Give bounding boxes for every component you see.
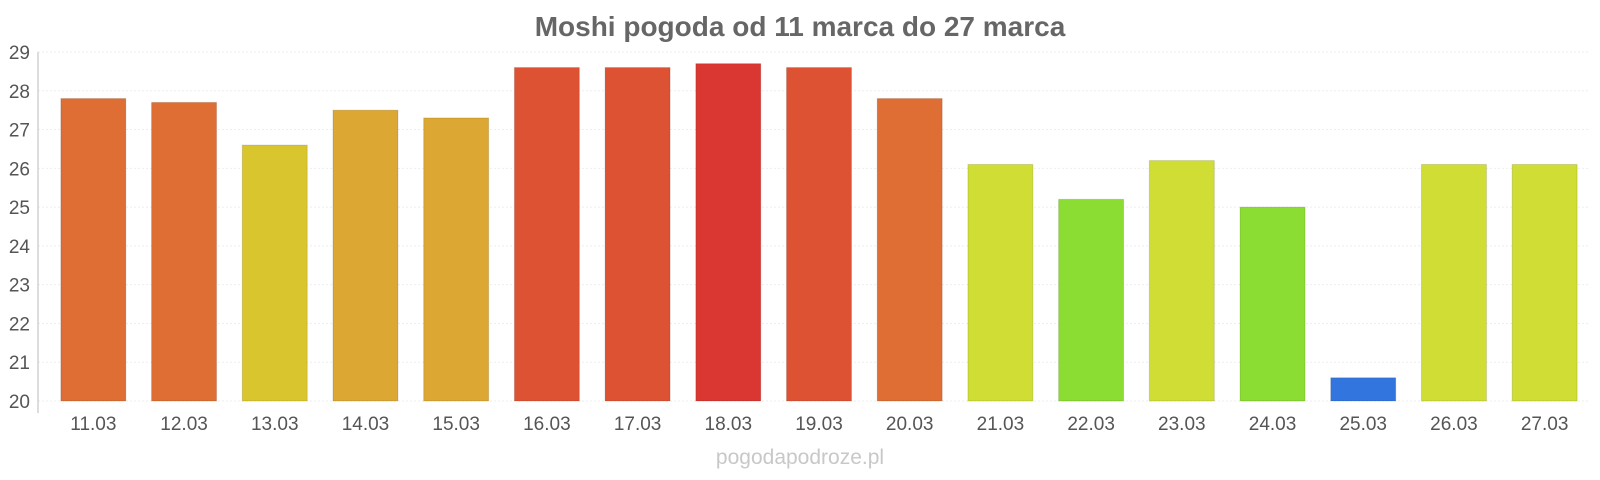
bar-11.03 [60, 98, 127, 402]
x-tick-label: 22.03 [1067, 414, 1115, 435]
bar-24.03 [1239, 206, 1306, 402]
y-tick-label: 20 [9, 392, 30, 413]
y-tick-label: 29 [9, 43, 30, 64]
chart-title: Moshi pogoda od 11 marca do 27 marca [535, 11, 1066, 42]
bar-18.03 [695, 63, 762, 402]
bars [60, 63, 1578, 402]
bar-21.03 [967, 163, 1034, 402]
bar-17.03 [604, 67, 671, 402]
x-tick-label: 13.03 [251, 414, 299, 435]
bar-16.03 [513, 67, 580, 402]
x-tick-label: 16.03 [523, 414, 571, 435]
x-tick-label: 20.03 [886, 414, 934, 435]
x-tick-label: 12.03 [160, 414, 208, 435]
x-tick-label: 11.03 [70, 414, 116, 435]
y-tick-label: 24 [9, 237, 31, 258]
bar-25.03 [1330, 377, 1397, 402]
bar-26.03 [1420, 163, 1487, 402]
x-axis-ticks: 11.03 12.03 13.03 14.03 15.03 16.03 17.03 18.03… [70, 414, 1568, 435]
bar-12.03 [151, 101, 218, 402]
bar-20.03 [876, 98, 943, 402]
bar-23.03 [1148, 160, 1215, 402]
bar-15.03 [423, 117, 490, 402]
x-tick-label: 15.03 [432, 414, 480, 435]
y-tick-label: 26 [9, 159, 30, 180]
x-tick-label: 18.03 [705, 414, 753, 435]
x-tick-label: 25.03 [1339, 414, 1387, 435]
x-tick-label: 21.03 [977, 414, 1025, 435]
y-tick-label: 28 [9, 82, 30, 103]
y-tick-label: 22 [9, 314, 30, 335]
x-tick-label: 27.03 [1521, 414, 1569, 435]
bar-22.03 [1058, 198, 1125, 402]
x-tick-label: 14.03 [342, 414, 390, 435]
x-tick-label: 19.03 [795, 414, 843, 435]
watermark: pogodapodroze.pl [716, 446, 884, 469]
x-tick-label: 26.03 [1430, 414, 1478, 435]
y-tick-label: 25 [9, 198, 30, 219]
y-tick-label: 21 [9, 353, 30, 374]
bar-19.03 [786, 67, 852, 402]
y-tick-label: 27 [9, 121, 30, 142]
bar-27.03 [1511, 163, 1578, 402]
bar-14.03 [332, 109, 399, 402]
y-axis-ticks: 20 21 22 23 24 25 26 27 28 29 [9, 43, 31, 413]
x-tick-label: 24.03 [1249, 414, 1297, 435]
x-tick-label: 23.03 [1158, 414, 1206, 435]
x-tick-label: 17.03 [614, 414, 662, 435]
y-tick-label: 23 [9, 276, 30, 297]
bar-13.03 [241, 144, 308, 402]
